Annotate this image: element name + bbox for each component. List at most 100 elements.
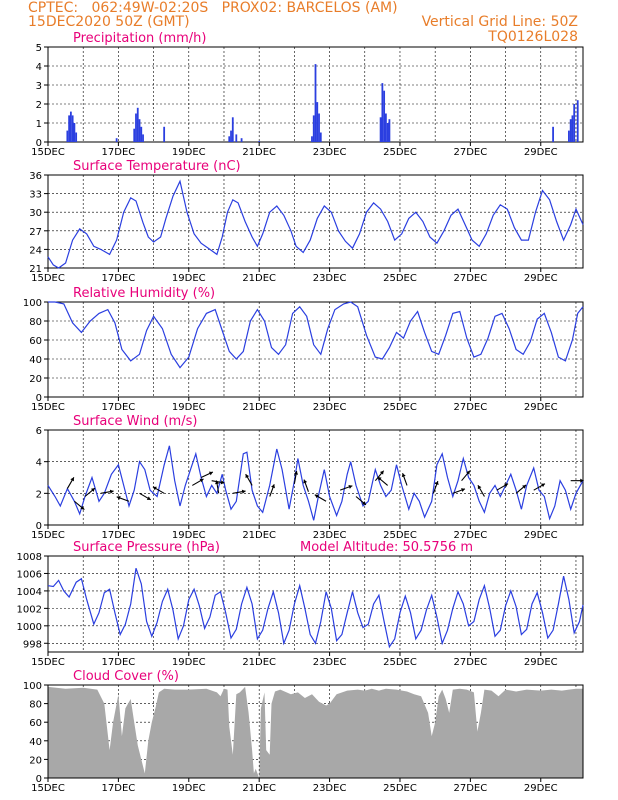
x-tick-label: 25DEC bbox=[383, 147, 417, 158]
x-tick-label: 27DEC bbox=[454, 273, 488, 284]
y-tick-label: 1008 bbox=[17, 552, 42, 563]
wind-arrow-head bbox=[294, 471, 299, 475]
y-tick-label: 80 bbox=[29, 317, 42, 328]
wind-arrow-head bbox=[314, 494, 319, 499]
precip-bar bbox=[140, 126, 143, 142]
wind-arrow-head bbox=[361, 501, 366, 505]
x-tick-label: 29DEC bbox=[524, 402, 558, 413]
wind-arrow-head bbox=[504, 483, 509, 488]
x-tick-label: 15DEC bbox=[31, 147, 65, 158]
precip-bar bbox=[135, 113, 137, 142]
wind-arrow-head bbox=[152, 486, 157, 491]
y-tick-label: 33 bbox=[29, 190, 42, 201]
wind-arrow bbox=[355, 496, 367, 506]
y-tick-label: 4 bbox=[36, 62, 42, 73]
wind-arrow bbox=[461, 470, 471, 482]
panel-title: Surface Temperature (nC) bbox=[73, 159, 241, 174]
wind-arrow bbox=[377, 476, 389, 486]
wind-arrow bbox=[432, 480, 439, 494]
x-tick-label: 17DEC bbox=[102, 402, 136, 413]
precip-bar bbox=[571, 115, 574, 142]
x-tick-label: 19DEC bbox=[172, 530, 206, 541]
wind-arrow-head bbox=[580, 478, 584, 483]
x-tick-label: 19DEC bbox=[172, 657, 206, 668]
x-tick-label: 27DEC bbox=[454, 783, 488, 794]
panel-title: Relative Humidity (%) bbox=[73, 286, 215, 301]
panel-title: Cloud Cover (%) bbox=[73, 669, 179, 684]
wind-arrow bbox=[452, 488, 466, 494]
x-tick-label: 23DEC bbox=[313, 657, 347, 668]
precip-bar bbox=[314, 64, 317, 142]
y-tick-label: 36 bbox=[29, 171, 42, 182]
panel-pressure: 998 1000 1002 1004 1006 1008 15DEC 17DEC 19DEC 21… bbox=[17, 540, 584, 668]
wind-arrow bbox=[269, 484, 275, 497]
wind-arrow-head bbox=[377, 477, 382, 481]
panel-frame bbox=[47, 174, 584, 269]
wind-arrow bbox=[314, 494, 327, 502]
x-tick-label: 15DEC bbox=[31, 530, 65, 541]
wind-arrow bbox=[200, 471, 214, 478]
panel-frame bbox=[47, 684, 584, 779]
x-tick-label: 19DEC bbox=[172, 147, 206, 158]
x-tick-label: 21DEC bbox=[242, 657, 276, 668]
y-tick-label: 2 bbox=[36, 489, 42, 500]
wind-arrow bbox=[116, 496, 130, 502]
header-run-time: 15DEC2020 50Z (GMT) bbox=[28, 14, 190, 30]
wind-arrow bbox=[515, 484, 527, 494]
header-station: CPTEC: 062:49W-02:20S PROX02: BARCELOS (… bbox=[28, 0, 398, 16]
x-tick-label: 25DEC bbox=[383, 273, 417, 284]
x-tick-label: 21DEC bbox=[242, 530, 276, 541]
y-tick-label: 1006 bbox=[17, 569, 42, 580]
wind-arrow-head bbox=[208, 471, 213, 476]
y-tick-label: 0 bbox=[36, 138, 42, 149]
x-tick-label: 23DEC bbox=[313, 402, 347, 413]
wind-arrow-head bbox=[220, 480, 225, 485]
x-tick-label: 29DEC bbox=[524, 783, 558, 794]
wind-arrow bbox=[139, 492, 152, 501]
x-tick-label: 25DEC bbox=[383, 530, 417, 541]
x-tick-label: 15DEC bbox=[31, 402, 65, 413]
panel-frame bbox=[47, 429, 584, 526]
panel-annotation: Model Altitude: 50.5756 m bbox=[300, 540, 473, 555]
x-tick-label: 21DEC bbox=[242, 783, 276, 794]
wind-arrow-head bbox=[245, 474, 250, 479]
wind-arrow-head bbox=[348, 484, 353, 489]
wind-arrow-head bbox=[241, 489, 246, 494]
precip-bar bbox=[384, 113, 387, 142]
wind-arrow-head bbox=[466, 470, 470, 475]
precip-bar bbox=[386, 123, 389, 142]
precip-bar bbox=[73, 123, 76, 142]
x-tick-label: 17DEC bbox=[102, 147, 136, 158]
panel-title: Surface Wind (m/s) bbox=[73, 414, 197, 429]
wind-arrow-head bbox=[90, 488, 95, 492]
x-tick-label: 23DEC bbox=[313, 783, 347, 794]
y-tick-label: 5 bbox=[36, 43, 42, 54]
y-tick-label: 40 bbox=[29, 737, 42, 748]
y-tick-label: 24 bbox=[29, 245, 42, 256]
x-tick-label: 21DEC bbox=[242, 273, 276, 284]
precip-bar bbox=[133, 128, 136, 142]
wind-arrow-head bbox=[70, 477, 74, 482]
y-tick-label: 0 bbox=[36, 521, 42, 532]
x-tick-label: 25DEC bbox=[383, 402, 417, 413]
panel-frame bbox=[47, 301, 584, 398]
x-tick-label: 27DEC bbox=[454, 402, 488, 413]
y-tick-label: 0 bbox=[36, 393, 42, 404]
x-tick-label: 21DEC bbox=[242, 402, 276, 413]
wind-arrow-head bbox=[303, 479, 308, 484]
wind-arrow bbox=[211, 480, 225, 485]
header-vertical-grid: Vertical Grid Line: 50Z bbox=[421, 14, 578, 30]
wind-arrow bbox=[232, 489, 246, 494]
precip-bar bbox=[552, 126, 554, 142]
y-tick-label: 27 bbox=[29, 227, 42, 238]
wind-arrow-head bbox=[540, 483, 545, 488]
wind-arrow-head bbox=[146, 496, 151, 500]
precip-bar bbox=[230, 130, 232, 142]
precip-bar bbox=[71, 115, 74, 142]
precip-bar bbox=[312, 115, 315, 142]
wind-arrow bbox=[477, 484, 485, 497]
precip-bar bbox=[136, 107, 139, 142]
x-tick-label: 27DEC bbox=[454, 657, 488, 668]
y-tick-label: 1000 bbox=[17, 622, 42, 633]
y-tick-label: 4 bbox=[36, 458, 42, 469]
